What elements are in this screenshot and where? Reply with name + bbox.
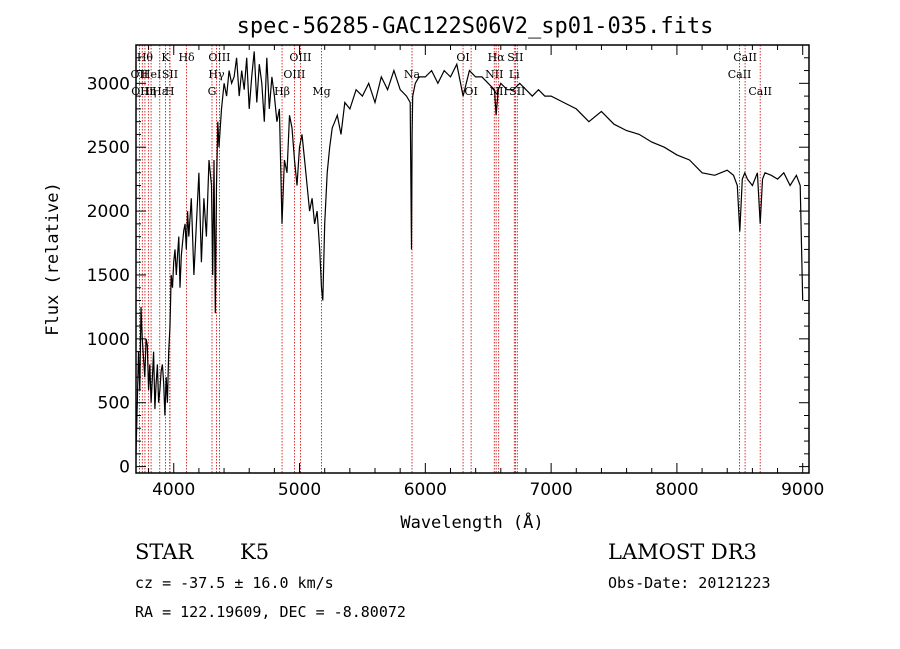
y-tick-label-0: 0 [119,458,130,478]
x-tick-label-3: 7000 [529,480,572,500]
line-marker-label-3: Hη [140,85,156,98]
object-subclass: K5 [240,540,270,564]
line-marker-label-9: Hδ [178,51,195,64]
x-axis: 4000 5000 6000 7000 8000 9000 [148,45,824,500]
line-marker-label-25: SII [509,85,525,98]
line-marker-label-12: OIII [208,51,230,64]
y-axis: 0 500 1000 1500 2000 2500 3000 [87,57,809,478]
line-marker-label-26: CaII [728,68,752,81]
line-marker-label-28: CaII [748,85,772,98]
y-tick-label-2: 1000 [87,330,130,350]
x-axis-label: Wavelength (Å) [400,511,543,533]
line-marker-label-6: K [161,51,170,64]
x-tick-label-4: 8000 [655,480,698,500]
spectrum-line [135,51,804,454]
plot-frame [135,44,810,474]
line-marker-label-19: OI [464,85,477,98]
line-marker-label-23: Li [509,68,520,81]
line-marker-label-11: Hγ [208,68,225,81]
object-class: STAR [135,540,194,564]
y-tick-label-6: 3000 [87,74,130,94]
line-marker-label-13: Hβ [274,85,290,98]
line-marker-label-18: OI [456,51,469,64]
line-marker-label-7: H [165,85,175,98]
obs-date-text: Obs-Date: 20121223 [608,574,771,592]
line-marker-label-24: SII [507,51,523,64]
line-marker-label-14: OIII [283,68,305,81]
y-tick-label-3: 1500 [87,266,130,286]
line-marker-label-16: Mg [312,85,330,98]
y-tick-label-1: 500 [98,394,130,414]
x-tick-label-5: 9000 [781,480,824,500]
line-marker-labels: OIIOIIIHθHηHeIHεKHSIIHδGHγOIIIHβOIIIOIII… [131,51,772,98]
line-marker-label-15: OIII [289,51,311,64]
x-tick-label-1: 5000 [278,480,321,500]
x-tick-label-0: 4000 [152,480,195,500]
y-axis-label: Flux (relative) [43,182,63,336]
line-markers [138,45,761,473]
line-marker-label-2: Hθ [137,51,154,64]
line-marker-label-17: Na [404,68,421,81]
x-tick-label-2: 6000 [404,480,447,500]
line-marker-label-8: SII [162,68,178,81]
survey-name: LAMOST DR3 [608,540,757,564]
y-tick-label-5: 2500 [87,138,130,158]
line-marker-label-10: G [208,85,217,98]
line-marker-label-21: Hα [488,51,506,64]
line-marker-label-0: OII [131,68,149,81]
line-marker-label-5: Hε [152,85,168,98]
line-marker-label-27: CaII [733,51,757,64]
y-tick-label-4: 2000 [87,202,130,222]
chart-title: spec-56285-GAC122S06V2_sp01-035.fits [237,14,714,39]
line-marker-label-1: OIII [131,85,153,98]
coordinates-text: RA = 122.19609, DEC = -8.80072 [135,603,406,621]
redshift-text: cz = -37.5 ± 16.0 km/s [135,574,334,592]
line-marker-label-20: NII [485,68,503,81]
line-marker-label-4: HeI [141,68,161,81]
